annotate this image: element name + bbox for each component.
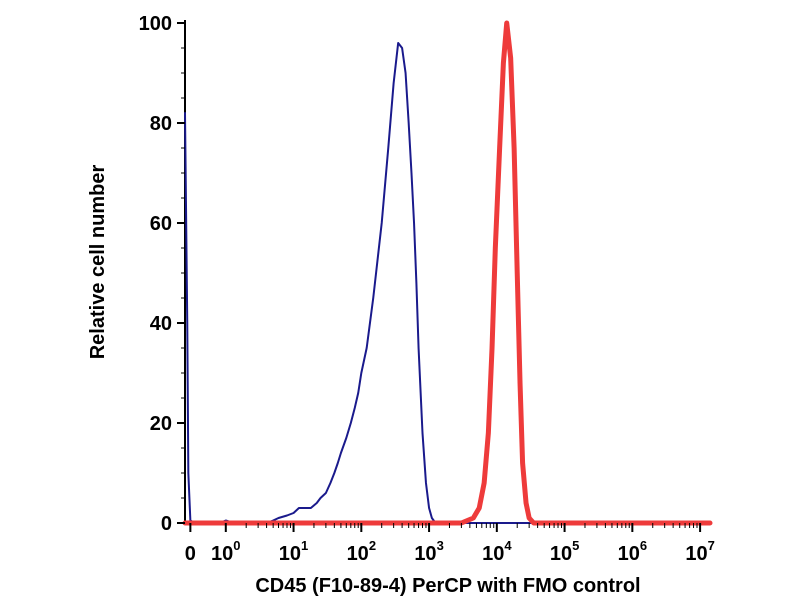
y-tick-label: 80 <box>150 113 172 135</box>
y-tick-label: 100 <box>139 13 172 35</box>
x-tick-label: 101 <box>279 538 308 565</box>
y-tick-label: 0 <box>161 513 172 535</box>
x-tick-label: 104 <box>482 538 512 565</box>
y-tick-label: 60 <box>150 213 172 235</box>
series-layer <box>182 20 713 526</box>
x-tick-label: 0 <box>185 543 196 565</box>
y-tick-label: 20 <box>150 413 172 435</box>
series-line-2 <box>182 20 713 526</box>
x-tick-label: 105 <box>550 538 579 565</box>
x-axis-label: CD45 (F10-89-4) PerCP with FMO control <box>255 575 640 597</box>
axes <box>184 20 710 524</box>
x-tick-label: 106 <box>618 538 647 565</box>
series-line-1 <box>184 42 711 524</box>
ticks-layer: 0 20 40 60 80 100 0 100 101 102 103 104 105 106 107 <box>139 13 715 565</box>
x-tick-label: 103 <box>414 538 443 565</box>
x-tick-label: 100 <box>211 538 240 565</box>
y-axis-label: Relative cell number <box>87 165 109 360</box>
x-tick-label: 102 <box>347 538 376 565</box>
x-tick-label: 107 <box>685 538 714 565</box>
y-tick-label: 40 <box>150 313 172 335</box>
